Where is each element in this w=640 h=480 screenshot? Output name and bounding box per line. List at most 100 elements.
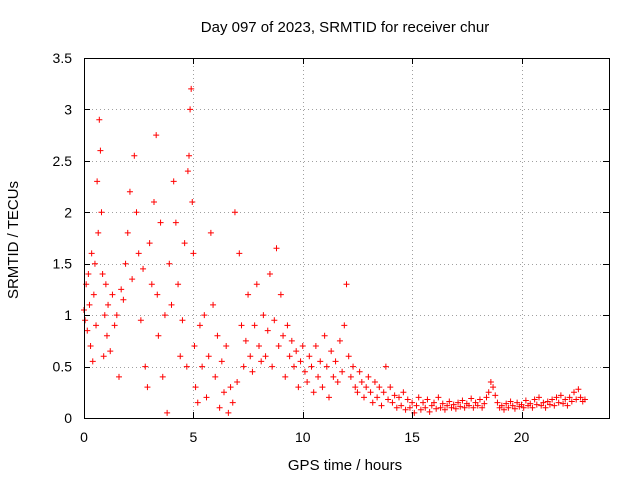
data-point [87, 343, 94, 349]
data-point [103, 332, 110, 339]
data-point [527, 400, 534, 407]
data-point [328, 348, 335, 355]
data-point [157, 219, 164, 226]
x-tick-labels: 0 5 10 15 20 [80, 429, 529, 445]
data-point [564, 402, 571, 409]
data-point [166, 260, 173, 267]
data-point [144, 384, 151, 391]
data-point [557, 392, 564, 399]
data-point [490, 384, 497, 391]
data-point [172, 219, 179, 226]
data-point [334, 379, 341, 385]
data-point [404, 396, 411, 403]
data-point [406, 404, 413, 411]
data-point [107, 348, 114, 355]
data-point [101, 312, 108, 319]
data-point [396, 394, 402, 401]
data-point [472, 399, 479, 406]
data-point [306, 353, 313, 360]
y-tick-label: 1 [64, 307, 72, 323]
data-point [188, 85, 195, 92]
data-point [581, 396, 588, 403]
data-point [240, 363, 247, 370]
data-point [260, 312, 267, 319]
data-point [339, 368, 346, 375]
data-point [210, 301, 217, 308]
data-point [137, 317, 144, 324]
data-point [317, 358, 324, 365]
data-point [288, 337, 295, 344]
data-point [280, 332, 287, 339]
data-point [161, 312, 168, 319]
data-point [376, 384, 383, 391]
data-point [190, 250, 197, 257]
data-point [505, 404, 512, 411]
data-point [196, 322, 203, 329]
data-point [159, 373, 166, 380]
data-point [111, 322, 118, 329]
y-tick-labels: 0 0.5 1 1.5 2 2.5 3 3.5 [53, 50, 73, 426]
y-tick-label: 3.5 [53, 50, 73, 66]
data-point [321, 332, 328, 339]
y-tick-label: 0 [64, 410, 72, 426]
data-point [186, 152, 192, 159]
data-point [398, 402, 405, 409]
data-point [571, 389, 577, 396]
data-point [518, 401, 525, 408]
data-point [251, 322, 258, 329]
chart-title: Day 097 of 2023, SRMTID for receiver chu… [201, 19, 489, 36]
data-point [225, 409, 232, 416]
data-point [470, 404, 477, 411]
data-point [116, 373, 122, 380]
data-point [284, 322, 291, 329]
data-point [282, 373, 289, 380]
data-point [184, 168, 191, 175]
data-point [354, 389, 361, 396]
data-point [310, 389, 317, 396]
data-point [461, 404, 468, 411]
data-point [98, 209, 105, 216]
data-point [124, 229, 131, 236]
data-point [183, 363, 190, 370]
data-point [271, 317, 278, 324]
data-point [155, 332, 162, 339]
data-point [205, 353, 212, 360]
data-point [301, 368, 308, 375]
y-tick-label: 1.5 [53, 256, 73, 272]
data-point [88, 250, 95, 257]
data-point [356, 368, 363, 375]
data-point [242, 337, 249, 344]
data-point [498, 402, 505, 409]
data-point [553, 394, 560, 401]
data-point [422, 404, 429, 411]
data-point [514, 399, 521, 406]
data-point [367, 389, 374, 396]
data-point [452, 405, 459, 412]
data-point [218, 358, 225, 365]
data-point [448, 404, 455, 411]
data-point [437, 404, 444, 411]
data-point [441, 406, 448, 413]
x-tick-label: 5 [189, 429, 197, 445]
data-point [118, 286, 125, 293]
data-point [474, 402, 481, 409]
data-point [84, 327, 91, 334]
data-point [85, 271, 92, 277]
data-point [417, 406, 424, 413]
data-point [275, 343, 282, 349]
data-point [466, 402, 472, 409]
y-tick-label: 3 [64, 101, 72, 117]
data-point [94, 178, 101, 185]
x-tick-label: 20 [514, 429, 530, 445]
y-tick-label: 2.5 [53, 153, 73, 169]
data-point [492, 392, 499, 399]
data-point [133, 209, 140, 216]
grid [84, 58, 609, 418]
data-points [81, 85, 588, 416]
y-tick-label: 2 [64, 204, 72, 220]
data-point [199, 363, 206, 370]
y-axis-label: SRMTID / TECUs [5, 181, 22, 299]
data-point [90, 291, 97, 298]
data-point [269, 363, 276, 370]
